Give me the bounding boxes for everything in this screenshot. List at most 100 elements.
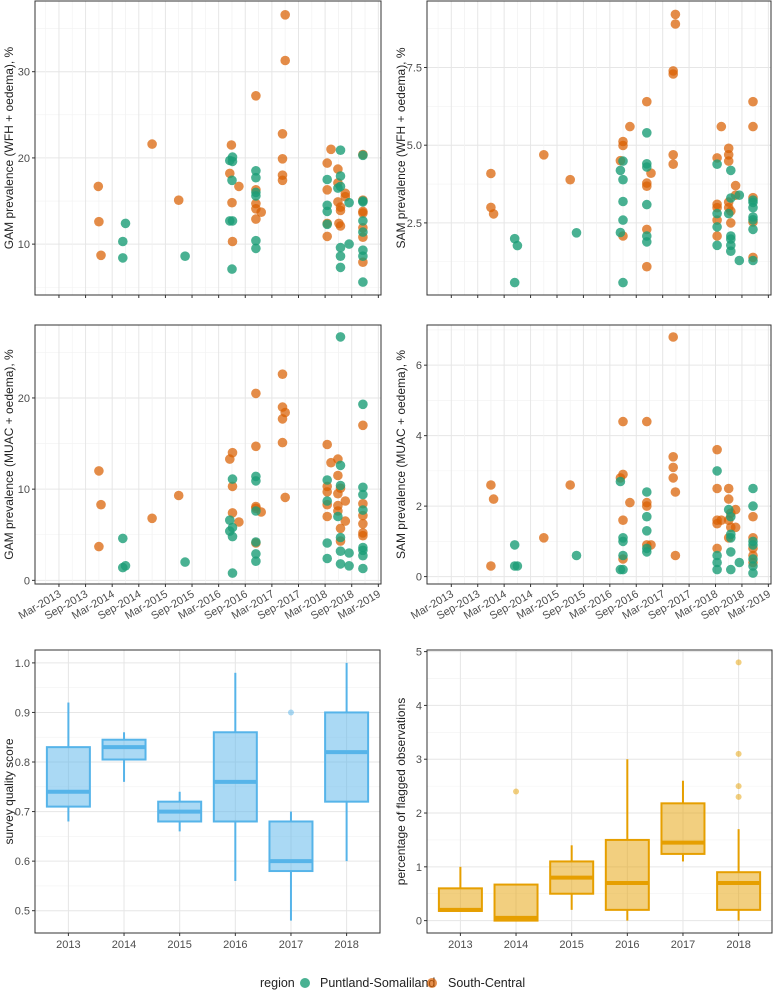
data-point-south-central: [670, 487, 681, 497]
data-point-south-central: [322, 231, 333, 242]
data-point-south-central: [716, 121, 727, 132]
box-iqr: [101, 738, 147, 761]
data-point-puntland-somaliland: [712, 240, 722, 251]
data-point-puntland-somaliland: [322, 219, 333, 230]
data-point-puntland-somaliland: [726, 547, 736, 557]
data-point-puntland-somaliland: [642, 547, 652, 557]
data-point-south-central: [277, 129, 288, 139]
x-tick-label: 2014: [504, 939, 528, 951]
data-point-puntland-somaliland: [344, 239, 354, 249]
y-axis-title: survey quality score: [2, 738, 16, 844]
y-tick-label: 0.9: [15, 707, 30, 719]
data-point-puntland-somaliland: [225, 515, 235, 525]
data-point-puntland-somaliland: [748, 483, 758, 494]
y-tick-label: 20: [18, 393, 30, 405]
data-point-puntland-somaliland: [748, 540, 758, 550]
data-point-puntland-somaliland: [712, 222, 722, 232]
data-point-south-central: [322, 185, 333, 195]
data-point-south-central: [227, 197, 237, 208]
data-point-south-central: [618, 140, 628, 151]
data-point-puntland-somaliland: [251, 191, 261, 201]
data-point-south-central: [730, 522, 741, 533]
box-2014: [493, 788, 539, 922]
data-point-puntland-somaliland: [726, 564, 736, 575]
y-tick-label: 2: [416, 501, 422, 513]
data-point-puntland-somaliland: [335, 262, 346, 273]
data-point-south-central: [335, 221, 346, 231]
panel-background: [35, 1, 381, 295]
x-tick-label: 2016: [223, 939, 247, 951]
data-point-puntland-somaliland: [335, 251, 346, 261]
data-point-puntland-somaliland: [748, 501, 758, 511]
data-point-puntland-somaliland: [335, 332, 346, 342]
legend: region Puntland-Somaliland South-Central: [260, 976, 525, 990]
data-point-puntland-somaliland: [227, 175, 237, 186]
data-point-south-central: [358, 208, 368, 218]
data-point-south-central: [280, 55, 291, 66]
data-point-south-central: [340, 496, 351, 506]
data-point-puntland-somaliland: [322, 553, 333, 564]
data-point-puntland-somaliland: [712, 564, 722, 575]
data-point-puntland-somaliland: [344, 197, 354, 208]
data-point-puntland-somaliland: [712, 550, 722, 561]
y-tick-label: 0: [24, 575, 30, 587]
box-2016: [604, 759, 650, 921]
panel-border: [426, 324, 772, 585]
box-2013: [45, 702, 91, 822]
data-point-south-central: [358, 530, 368, 541]
panel-border: [34, 0, 382, 296]
box-iqr: [660, 802, 706, 855]
data-point-south-central: [712, 543, 722, 554]
data-point-puntland-somaliland: [180, 251, 190, 261]
data-point-south-central: [668, 69, 678, 79]
data-point-puntland-somaliland: [118, 533, 128, 544]
data-point-puntland-somaliland: [358, 150, 368, 161]
chart-panel-5: 0.5 0.6 0.7 0.8 0.9 1.0 2013 2014 2015 2016 2017 20…: [2, 649, 381, 951]
data-point-puntland-somaliland: [335, 559, 346, 569]
box-2015: [157, 791, 203, 832]
data-point-puntland-somaliland: [120, 218, 131, 229]
data-point-south-central: [94, 466, 104, 476]
x-tick-label: 2018: [726, 939, 750, 951]
data-point-puntland-somaliland: [335, 546, 346, 556]
data-point-puntland-somaliland: [333, 511, 343, 522]
y-tick-label: 10: [18, 484, 30, 496]
data-point-south-central: [642, 416, 652, 427]
data-point-south-central: [333, 470, 343, 481]
data-point-puntland-somaliland: [335, 242, 346, 253]
data-point-south-central: [539, 533, 549, 543]
data-point-south-central: [251, 214, 261, 224]
data-point-south-central: [322, 439, 333, 450]
data-point-south-central: [277, 437, 288, 448]
data-point-puntland-somaliland: [618, 156, 628, 166]
data-point-puntland-somaliland: [358, 227, 368, 237]
data-point-south-central: [723, 494, 734, 504]
data-point-south-central: [322, 158, 333, 168]
legend-key-puntland-somaliland: [300, 978, 310, 988]
data-point-puntland-somaliland: [712, 557, 722, 568]
data-point-south-central: [625, 497, 635, 508]
box-iqr: [45, 746, 91, 808]
legend-label-south-central: South-Central: [448, 976, 525, 990]
data-point-puntland-somaliland: [251, 549, 261, 559]
data-point-puntland-somaliland: [748, 202, 758, 213]
data-point-south-central: [234, 181, 244, 192]
y-tick-label: 30: [18, 67, 30, 79]
data-point-puntland-somaliland: [618, 564, 628, 575]
data-point-south-central: [748, 96, 758, 107]
data-point-puntland-somaliland: [118, 236, 128, 247]
data-point-south-central: [277, 414, 288, 424]
chart-panel-6: 0 1 2 3 4 5 2013 2014 2015 2016 2017 2018 percentage…: [394, 647, 773, 951]
panel-background: [427, 325, 771, 584]
legend-label-puntland-somaliland: Puntland-Somaliland: [320, 976, 435, 990]
box-iqr: [716, 871, 762, 911]
data-point-puntland-somaliland: [512, 561, 523, 571]
data-point-puntland-somaliland: [726, 246, 736, 256]
box-iqr: [212, 731, 258, 823]
data-point-south-central: [277, 154, 288, 164]
x-tick-label: 2018: [334, 939, 358, 951]
box-2014: [101, 732, 147, 782]
box-iqr: [493, 883, 539, 922]
